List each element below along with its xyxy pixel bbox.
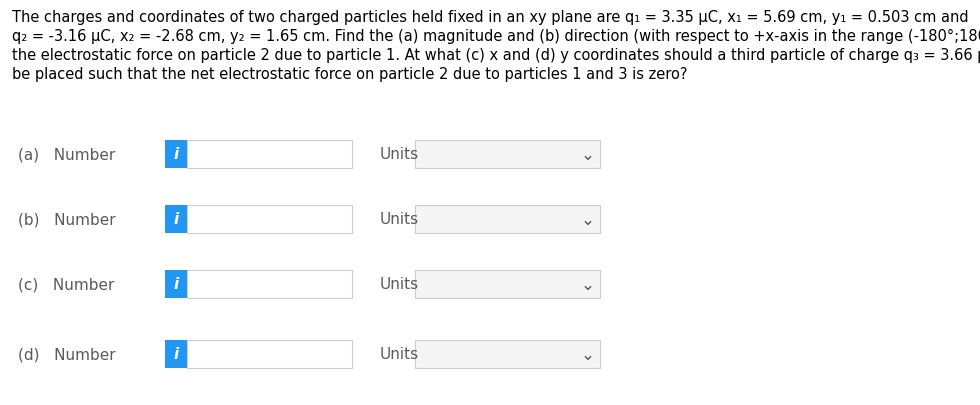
FancyBboxPatch shape xyxy=(415,141,600,168)
Text: i: i xyxy=(173,347,178,362)
Text: i: i xyxy=(173,212,178,227)
Text: i: i xyxy=(173,277,178,292)
FancyBboxPatch shape xyxy=(165,205,187,233)
Text: Units: Units xyxy=(380,347,419,362)
Text: i: i xyxy=(173,147,178,162)
FancyBboxPatch shape xyxy=(187,205,352,233)
FancyBboxPatch shape xyxy=(165,340,187,368)
Text: (c)   Number: (c) Number xyxy=(18,277,115,292)
FancyBboxPatch shape xyxy=(415,270,600,298)
Text: q₂ = -3.16 μC, x₂ = -2.68 cm, y₂ = 1.65 cm. Find the (a) magnitude and (b) direc: q₂ = -3.16 μC, x₂ = -2.68 cm, y₂ = 1.65 … xyxy=(12,29,980,44)
Text: Units: Units xyxy=(380,212,419,227)
FancyBboxPatch shape xyxy=(187,270,352,298)
Text: (a)   Number: (a) Number xyxy=(18,147,116,162)
FancyBboxPatch shape xyxy=(165,141,187,168)
Text: ⌄: ⌄ xyxy=(581,345,595,363)
Text: Units: Units xyxy=(380,277,419,292)
Text: ⌄: ⌄ xyxy=(581,146,595,164)
FancyBboxPatch shape xyxy=(187,340,352,368)
Text: be placed such that the net electrostatic force on particle 2 due to particles 1: be placed such that the net electrostati… xyxy=(12,67,688,82)
Text: Units: Units xyxy=(380,147,419,162)
Text: ⌄: ⌄ xyxy=(581,211,595,228)
Text: The charges and coordinates of two charged particles held fixed in an xy plane a: The charges and coordinates of two charg… xyxy=(12,10,968,25)
Text: ⌄: ⌄ xyxy=(581,275,595,293)
Text: (d)   Number: (d) Number xyxy=(18,347,116,362)
Text: (b)   Number: (b) Number xyxy=(18,212,116,227)
FancyBboxPatch shape xyxy=(187,141,352,168)
Text: the electrostatic force on particle 2 due to particle 1. At what (c) x and (d) y: the electrostatic force on particle 2 du… xyxy=(12,48,980,63)
FancyBboxPatch shape xyxy=(415,205,600,233)
FancyBboxPatch shape xyxy=(415,340,600,368)
FancyBboxPatch shape xyxy=(165,270,187,298)
